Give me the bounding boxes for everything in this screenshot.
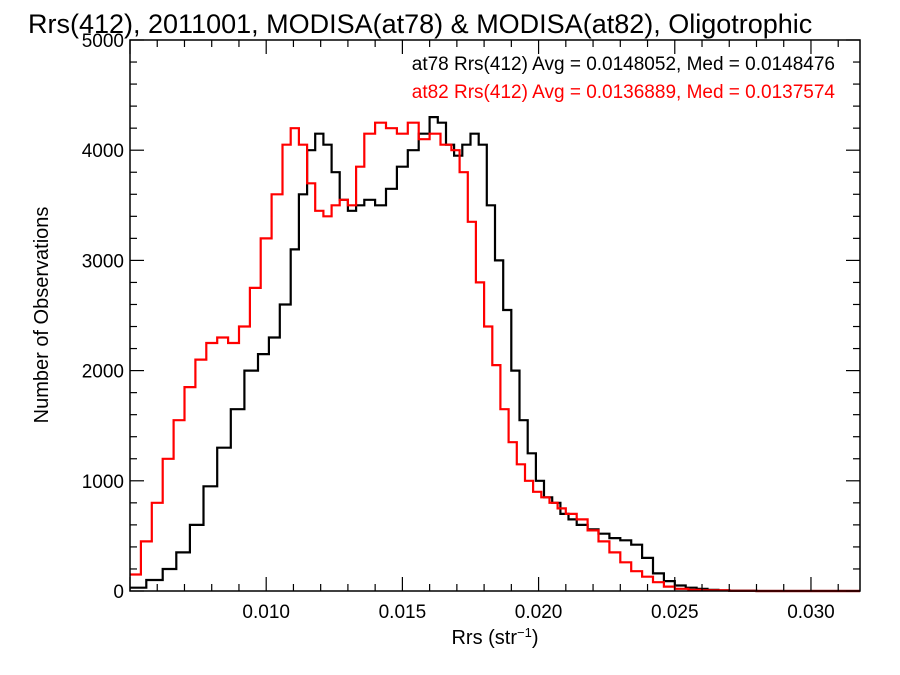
y-tick-label: 2000 [82,362,124,383]
x-axis-label-superscript: −1 [517,625,532,640]
y-axis-label: Number of Observations [31,207,53,424]
x-axis-label: Rrs (str−1) [451,625,538,650]
legend-entry-at78: at78 Rrs(412) Avg = 0.0148052, Med = 0.0… [412,54,835,75]
x-tick-label: 0.025 [651,602,699,623]
plot-frame [129,39,861,592]
series-layer [130,116,860,593]
x-tick-label: 0.015 [379,602,427,623]
y-axis: 0 1000 2000 3000 4000 5000 [82,31,860,603]
x-tick-label: 0.010 [242,602,290,623]
y-tick-label: 4000 [82,141,124,162]
chart-title: Rrs(412), 2011001, MODISA(at78) & MODISA… [28,9,812,39]
y-tick-label: 5000 [82,31,124,52]
y-tick-label: 0 [113,582,124,603]
x-axis: 0.010 0.015 0.020 0.025 0.030 [129,40,839,623]
x-tick-label: 0.030 [787,602,835,623]
series-line-at82 [130,121,860,593]
series-line-at78 [130,116,860,593]
legend-entry-at82: at82 Rrs(412) Avg = 0.0136889, Med = 0.0… [412,82,836,103]
y-tick-label: 3000 [82,251,124,272]
x-tick-label: 0.020 [515,602,563,623]
y-tick-label: 1000 [82,472,124,493]
